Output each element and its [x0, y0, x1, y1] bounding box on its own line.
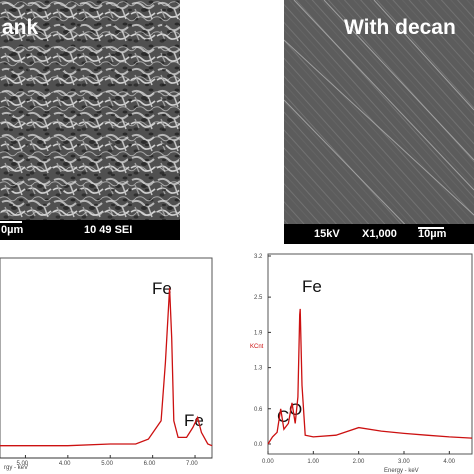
eds-right-spectrum-line [267, 308, 473, 445]
sem-left-info-bar: 0µm 10 49 SEI [0, 220, 180, 240]
eds-right-y-tick-label: 0.0 [254, 442, 263, 448]
eds-right-x-tick-label: 2.00 [353, 459, 365, 465]
eds-left-frame [0, 257, 213, 459]
eds-right-x-axis-label: Energy - keV [384, 468, 419, 474]
sem-right-title: With decan [344, 16, 456, 39]
eds-left-peak-label-fe-1: Fe [152, 279, 172, 298]
sem-left-scale: 0µm [1, 224, 24, 236]
eds-left-x-tick-label: 4.00 [59, 461, 71, 467]
sem-texture-left [0, 0, 180, 240]
eds-right-y-unit: KCnt [250, 344, 264, 350]
sem-image-left: ank 0µm 10 49 SEI [0, 0, 180, 240]
eds-left-x-tick-label: 5.00 [101, 461, 113, 467]
sem-left-info: 10 49 SEI [84, 224, 133, 236]
eds-right-y-tick-label: 0.6 [254, 407, 263, 413]
eds-right-x-tick-label: 1.00 [307, 459, 319, 465]
eds-right-y-tick-label: 1.3 [254, 366, 263, 372]
eds-left-x-axis-label: rgy - keV [4, 465, 28, 471]
sem-right-scale: 10µm [418, 228, 447, 240]
sem-right-info-bar: 15kV X1,000 10µm [284, 224, 474, 244]
eds-right-frame [267, 253, 473, 455]
eds-right-x-tick-label: 3.00 [398, 459, 410, 465]
eds-chart-right: KCnt Energy - keV C O Fe 3.2 2.5 1.9 1.3 0.6… [246, 250, 474, 474]
eds-right-x-tick-label: 0.00 [262, 459, 274, 465]
sem-left-title: ank [2, 16, 39, 39]
eds-right-y-tick-label: 2.5 [254, 295, 263, 301]
eds-right-x-tick-label: 4.00 [443, 459, 455, 465]
sem-right-kv: 15kV [314, 228, 340, 240]
scale-bar-line [0, 221, 22, 223]
eds-left-x-tick-label: 5.00 [16, 461, 28, 467]
eds-left-peak-label-fe-2: Fe [184, 411, 204, 430]
scale-bar-line [418, 227, 444, 229]
sem-right-mag: X1,000 [362, 228, 397, 240]
eds-right-svg: KCnt Energy - keV C O Fe 3.22.51.91.30.6… [250, 253, 473, 474]
eds-left-x-tick-label: 6.00 [144, 461, 156, 467]
sem-image-right: With decan 15kV X1,000 10µm [284, 0, 474, 244]
eds-left-svg: rgy - keV Fe Fe 5.00 4.00 5.00 6.00 7.00 [0, 257, 213, 471]
eds-left-x-tick-label: 7.00 [186, 461, 198, 467]
eds-right-y-tick-label: 1.9 [254, 330, 263, 336]
sem-texture-right [284, 0, 474, 244]
eds-right-peak-label-fe: Fe [302, 277, 322, 296]
eds-left-spectrum-line [0, 287, 213, 447]
eds-right-y-tick-label: 3.2 [254, 254, 263, 260]
eds-chart-left: rgy - keV Fe Fe 5.00 4.00 5.00 6.00 7.00 [0, 252, 215, 474]
